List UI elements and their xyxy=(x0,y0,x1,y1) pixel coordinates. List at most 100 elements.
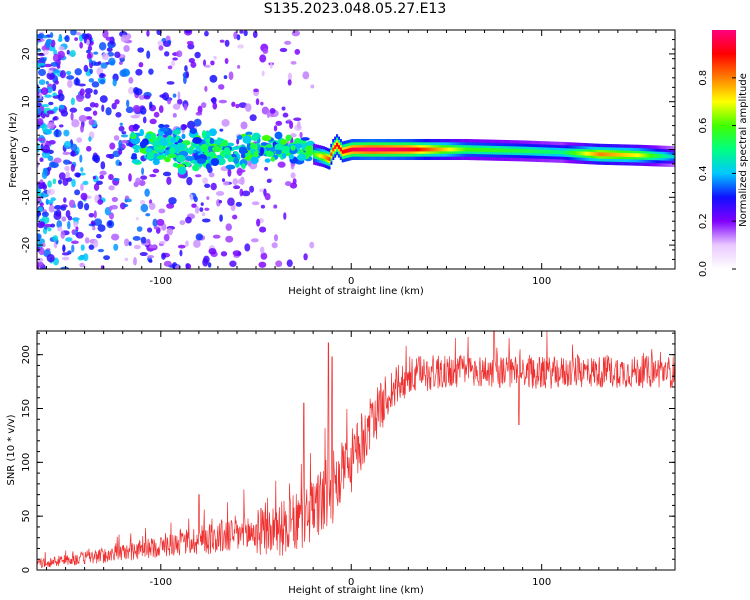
spectrogram-noise-cell xyxy=(260,204,266,209)
spectrogram-ridge-cell xyxy=(505,148,508,153)
spectrogram-noise-cell xyxy=(147,255,155,259)
spectrogram-ridge-cell xyxy=(636,153,640,158)
spectrogram-noise-cell xyxy=(195,111,203,116)
spectrogram-ridge-cell xyxy=(364,147,367,152)
spectrogram-ridge-cell xyxy=(444,147,447,152)
spectrogram-active-cell xyxy=(156,155,167,160)
spectrogram-noise-cell xyxy=(208,172,215,178)
spectrogram-noise-cell xyxy=(41,211,49,217)
spectrogram-noise-cell xyxy=(210,60,215,66)
spectrogram-noise-cell xyxy=(80,192,88,201)
spectrogram-noise-cell xyxy=(202,258,209,267)
spectrogram-ridge-cell xyxy=(551,150,554,154)
spectrogram-ridge-cell xyxy=(459,147,462,152)
spectrogram-noise-cell xyxy=(65,209,71,218)
spectrogram-ridge-cell xyxy=(638,153,641,158)
spectrogram-noise-cell xyxy=(57,38,63,42)
spectrogram-ridge-cell xyxy=(602,152,605,157)
spectrogram-active-cell xyxy=(175,142,186,151)
spectrogram-ridge-cell xyxy=(619,152,622,157)
colorbar-gradient xyxy=(712,30,736,269)
spectrogram-image xyxy=(37,30,675,269)
spectrogram-noise-cell xyxy=(290,172,296,179)
spectrogram-noise-cell xyxy=(56,220,63,229)
spectrogram-ridge-cell xyxy=(328,157,331,161)
spectrogram-noise-cell xyxy=(127,86,135,95)
spectrogram-ridge-cell xyxy=(372,147,375,152)
spectrogram-noise-cell xyxy=(170,60,176,67)
spectrogram-noise-cell xyxy=(37,210,42,217)
spectrogram-ridge-cell xyxy=(381,147,384,152)
colorbar-tick-label: 0.2 xyxy=(698,213,709,229)
spectrogram-ridge-cell xyxy=(575,151,579,156)
spectrogram-noise-cell xyxy=(141,167,145,175)
spectrogram-active-cell xyxy=(185,155,195,162)
spectrogram-ridge-cell xyxy=(410,147,413,152)
spectrogram-y-label: Frequency (Hz) xyxy=(8,112,19,188)
spectrogram-active-cell xyxy=(200,143,209,152)
spectrogram-active-cell xyxy=(132,144,141,150)
spectrogram-ridge-cell xyxy=(614,152,617,157)
spectrogram-ridge-cell xyxy=(414,147,417,152)
spectrogram-noise-cell xyxy=(71,149,75,157)
spectrogram-noise-cell xyxy=(38,247,45,256)
spectrogram-noise-cell xyxy=(140,175,148,180)
spectrogram-noise-cell xyxy=(49,161,57,168)
spectrogram-noise-cell xyxy=(194,174,202,178)
spectrogram-noise-cell xyxy=(67,79,73,88)
spectrogram-noise-cell xyxy=(108,205,113,211)
spectrogram-noise-cell xyxy=(235,103,240,109)
spectrogram-ridge-cell xyxy=(589,151,592,156)
spectrogram-ridge-cell xyxy=(574,151,577,155)
spectrogram-noise-cell xyxy=(183,75,187,85)
spectrogram-noise-cell xyxy=(163,260,172,267)
spectrogram-ridge-cell xyxy=(537,149,540,154)
spectrogram-ridge-cell xyxy=(530,149,533,154)
spectrogram-noise-cell xyxy=(89,102,96,108)
spectrogram-ridge-cell xyxy=(564,150,567,155)
spectrogram-noise-cell xyxy=(114,99,120,105)
spectrogram-active-cell xyxy=(240,152,246,159)
spectrogram-noise-cell xyxy=(249,114,257,122)
spectrogram-ridge-cell xyxy=(480,147,483,152)
spectrogram-noise-cell xyxy=(168,197,177,205)
spectrogram-active-cell xyxy=(274,131,283,140)
spectrogram-noise-cell xyxy=(118,61,123,65)
spectrogram-noise-cell xyxy=(163,124,170,128)
spectrogram-noise-cell xyxy=(74,37,79,41)
spectrogram-noise-cell xyxy=(224,57,229,65)
spectrogram-ridge-cell xyxy=(368,147,371,152)
spectrogram-ridge-cell xyxy=(389,147,392,152)
spectrogram-noise-cell xyxy=(238,102,248,109)
spectrogram-active-cell xyxy=(253,151,259,158)
spectrogram-y-tick-label: -20 xyxy=(21,237,32,253)
spectrogram-noise-cell xyxy=(73,221,78,228)
spectrogram-noise-cell xyxy=(126,198,132,203)
spectrogram-noise-cell xyxy=(41,151,50,159)
spectrogram-noise-cell xyxy=(221,119,230,127)
spectrogram-noise-cell xyxy=(79,172,86,176)
spectrogram-noise-cell xyxy=(188,58,196,64)
spectrogram-ridge-cell xyxy=(539,149,542,154)
spectrogram-noise-cell xyxy=(77,200,84,210)
snr-axes: -100 0 100 0 50 100 150 200 xyxy=(21,331,676,588)
spectrogram-noise-cell xyxy=(185,216,192,224)
spectrogram-noise-cell xyxy=(99,72,104,77)
spectrogram-noise-cell xyxy=(97,61,102,65)
spectrogram-noise-cell xyxy=(125,69,131,76)
spectrogram-noise-cell xyxy=(128,173,132,182)
spectrogram-active-cell xyxy=(201,130,207,139)
spectrogram-active-cell xyxy=(192,137,202,144)
colorbar-tick-label: 0.4 xyxy=(698,165,709,181)
spectrogram-noise-cell xyxy=(166,81,175,85)
spectrogram-noise-cell xyxy=(309,241,315,249)
spectrogram-active-cell xyxy=(210,158,220,167)
spectrogram-active-cell xyxy=(207,151,216,157)
spectrogram-ridge-cell xyxy=(475,147,478,152)
spectrogram-ridge-cell xyxy=(457,147,460,152)
spectrogram-x-tick-label: 100 xyxy=(532,276,551,287)
spectrogram-noise-cell xyxy=(260,101,264,106)
spectrogram-noise-cell xyxy=(289,182,298,189)
spectrogram-noise-cell xyxy=(284,40,292,45)
spectrogram-active-cell xyxy=(216,137,222,146)
